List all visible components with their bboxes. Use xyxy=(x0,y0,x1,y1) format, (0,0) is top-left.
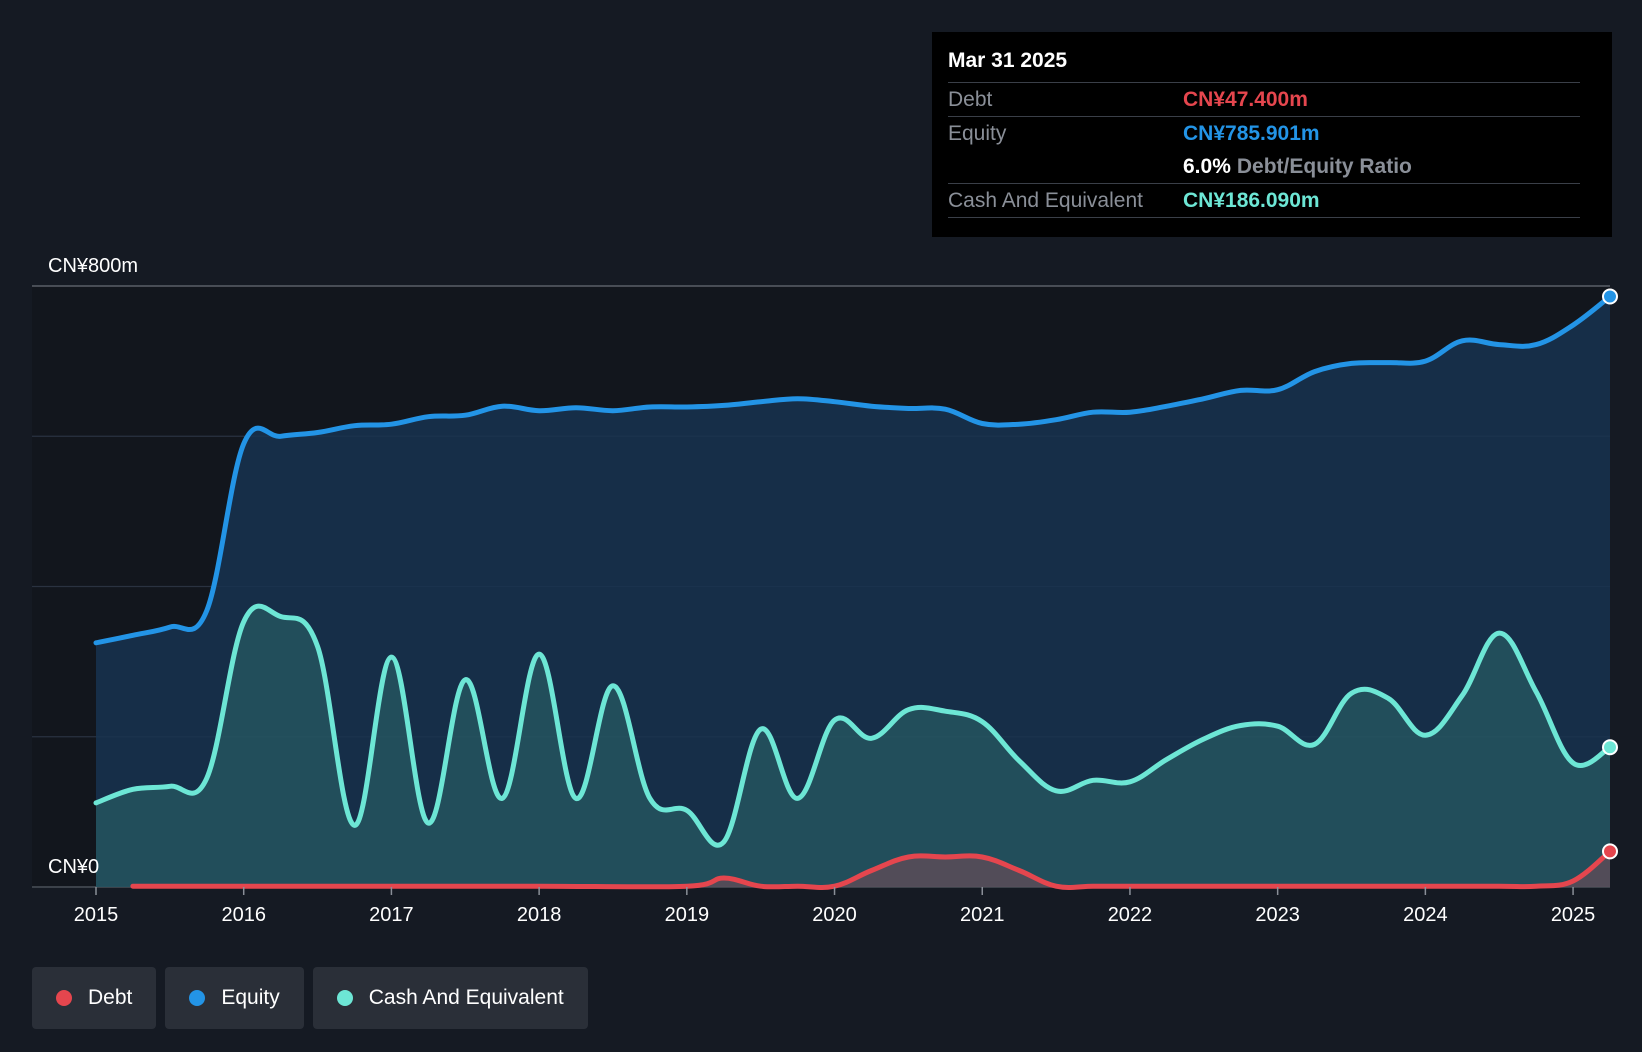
equity-line xyxy=(93,294,1613,646)
x-axis-labels: 2015 2016 2017 2018 2019 2020 2021 2022 2023 2024… xyxy=(74,887,1596,926)
equity-dot-icon xyxy=(189,990,206,1006)
legend-item-equity[interactable]: Equity xyxy=(165,967,304,1029)
tooltip-row-ratio: 6.0% Debt/Equity Ratio xyxy=(948,150,1580,184)
series-end-markers xyxy=(1602,288,1618,860)
tooltip-ratio-value: 6.0% xyxy=(1183,155,1231,178)
x-axis-label: 2023 xyxy=(1255,904,1300,926)
tooltip-row-debt: Debt CN¥47.400m xyxy=(948,83,1580,117)
equity-end-marker[interactable] xyxy=(1602,288,1618,305)
tooltip-debt-label: Debt xyxy=(948,88,993,111)
tooltip-row-cash: Cash And Equivalent CN¥186.090m xyxy=(948,184,1580,218)
tooltip-panel: Mar 31 2025 Debt CN¥47.400m Equity CN¥78… xyxy=(932,32,1612,237)
tooltip-ratio-spacer xyxy=(948,150,1183,183)
cash-dot-icon xyxy=(336,990,353,1006)
cash-area xyxy=(96,606,1610,887)
cash-line xyxy=(93,603,1613,848)
debt-area xyxy=(132,851,1610,888)
tooltip-debt-value: CN¥47.400m xyxy=(1183,88,1308,111)
x-axis-label: 2017 xyxy=(369,904,414,926)
series-lines xyxy=(93,294,1613,890)
tooltip-cash-label: Cash And Equivalent xyxy=(948,189,1143,212)
debt-dot-icon xyxy=(56,990,72,1006)
tooltip-equity-label: Equity xyxy=(948,122,1007,145)
tooltip-row-equity: Equity CN¥785.901m xyxy=(948,117,1580,150)
x-axis-label: 2016 xyxy=(221,904,266,926)
debt-end-marker[interactable] xyxy=(1602,843,1618,860)
legend-label-debt: Debt xyxy=(88,986,133,1009)
x-axis-label: 2024 xyxy=(1403,904,1448,926)
legend-label-equity: Equity xyxy=(221,986,280,1009)
tooltip-cash-value: CN¥186.090m xyxy=(1183,189,1320,212)
debt-line xyxy=(130,848,1613,890)
x-axis-label: 2015 xyxy=(74,904,119,926)
legend-label-cash: Cash And Equivalent xyxy=(368,986,564,1009)
x-axis-label: 2025 xyxy=(1551,904,1596,926)
legend-item-debt[interactable]: Debt xyxy=(32,967,157,1029)
cash-end-marker[interactable] xyxy=(1602,739,1618,756)
x-axis-label: 2022 xyxy=(1108,904,1153,926)
series-areas xyxy=(96,296,1610,888)
y-axis-label: CN¥0 xyxy=(48,856,99,878)
x-axis-label: 2019 xyxy=(665,904,710,926)
legend-item-cash[interactable]: Cash And Equivalent xyxy=(312,967,588,1029)
tooltip-equity-value: CN¥785.901m xyxy=(1183,122,1320,145)
x-axis-label: 2018 xyxy=(517,904,562,926)
tooltip-date: Mar 31 2025 xyxy=(948,46,1580,83)
y-axis-labels: CN¥800m CN¥0 xyxy=(48,255,138,878)
chart-legend: Debt Equity Cash And Equivalent xyxy=(32,967,588,1029)
tooltip-ratio-label: Debt/Equity Ratio xyxy=(1236,155,1412,178)
y-axis-label: CN¥800m xyxy=(48,255,138,277)
x-axis-label: 2020 xyxy=(812,904,857,926)
x-axis-label: 2021 xyxy=(960,904,1005,926)
